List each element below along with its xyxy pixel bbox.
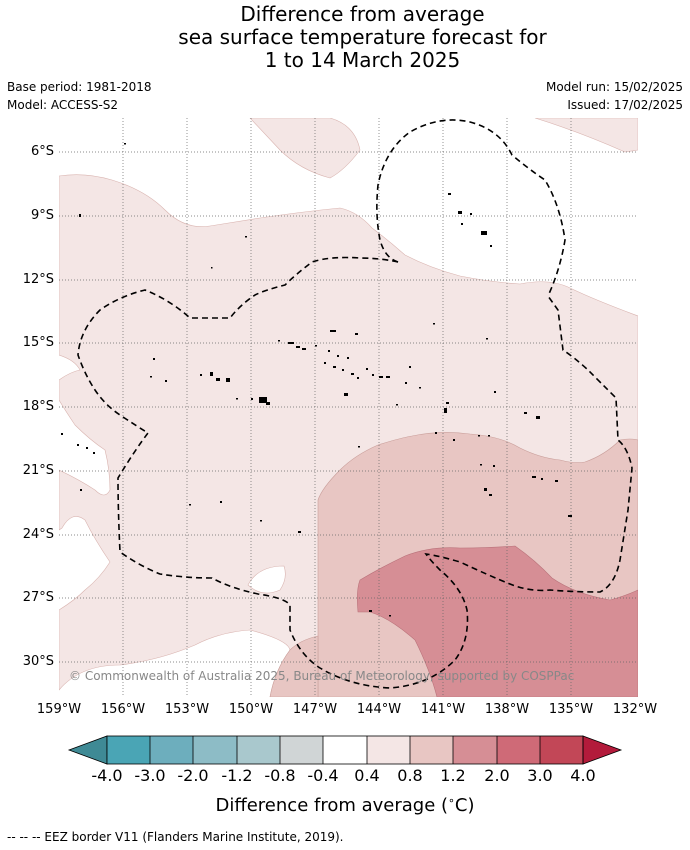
- colorbar-bin: [193, 736, 237, 764]
- issued-date: Issued: 17/02/2025: [567, 98, 683, 112]
- lon-label: 135°W: [548, 702, 594, 717]
- colorbar-tick: -2.0: [177, 766, 209, 785]
- colorbar-bin: [367, 736, 410, 764]
- eez-border-marquesas: [376, 119, 566, 297]
- colorbar-bin: [323, 736, 367, 764]
- colorbar-bin: [237, 736, 280, 764]
- colorbar-tick: 0.4: [354, 766, 380, 785]
- colorbar-title: Difference from average (∘C): [0, 794, 690, 816]
- colorbar-unit-text: C): [454, 795, 475, 816]
- colorbar: [67, 735, 623, 765]
- lat-label: 30°S: [22, 654, 54, 669]
- colorbar-tick: 3.0: [527, 766, 553, 785]
- colorbar-bin: [280, 736, 323, 764]
- anomaly-region-neutral-patch: [247, 565, 286, 594]
- model-name: Model: ACCESS-S2: [7, 98, 119, 112]
- lat-label: 21°S: [22, 463, 54, 478]
- colorbar-unit: ∘C): [448, 794, 475, 816]
- colorbar-tick: 4.0: [570, 766, 596, 785]
- colorbar-tick: 1.2: [440, 766, 466, 785]
- colorbar-tick: -3.0: [134, 766, 166, 785]
- lat-label: 27°S: [22, 590, 54, 605]
- lat-label: 6°S: [30, 144, 54, 159]
- title-line-2: sea surface temperature forecast for: [178, 25, 547, 49]
- lon-label: 156°W: [100, 702, 146, 717]
- map-title: Difference from average sea surface temp…: [0, 3, 690, 72]
- lon-label: 141°W: [420, 702, 466, 717]
- lon-label: 144°W: [356, 702, 402, 717]
- colorbar-bin: [453, 736, 497, 764]
- lon-label: 150°W: [228, 702, 274, 717]
- lon-label: 138°W: [484, 702, 530, 717]
- anomaly-region-light-ne: [534, 118, 638, 153]
- copyright-notice: © Commonwealth of Australia 2025, Bureau…: [69, 669, 575, 683]
- colorbar-bin: [497, 736, 540, 764]
- lon-label: 153°W: [164, 702, 210, 717]
- colorbar-bin: [150, 736, 193, 764]
- colorbar-bin: [410, 736, 453, 764]
- model-run: Model run: 15/02/2025: [545, 80, 683, 94]
- colorbar-tick: 0.8: [397, 766, 423, 785]
- colorbar-bin: [107, 736, 150, 764]
- lon-label: 159°W: [36, 702, 82, 717]
- meta-right: Model run: 15/02/2025 Issued: 17/02/2025: [546, 78, 683, 114]
- title-line-1: Difference from average: [240, 2, 485, 26]
- islands: [61, 143, 572, 617]
- lon-label: 147°W: [292, 702, 338, 717]
- colorbar-tick: -0.8: [264, 766, 296, 785]
- eez-legend-footnote: -- -- -- EEZ border V11 (Flanders Marine…: [7, 830, 344, 844]
- title-line-3: 1 to 14 March 2025: [264, 48, 461, 72]
- colorbar-over-triangle: [582, 735, 623, 765]
- base-period: Base period: 1981-2018: [7, 80, 152, 94]
- anomaly-region-strong: [357, 545, 638, 697]
- colorbar-tick: -4.0: [91, 766, 123, 785]
- lat-label: 24°S: [22, 527, 54, 542]
- lat-label: 9°S: [30, 208, 54, 223]
- colorbar-bin: [540, 736, 583, 764]
- colorbar-tick: 2.0: [484, 766, 510, 785]
- lat-label: 12°S: [22, 272, 54, 287]
- lat-label: 15°S: [22, 335, 54, 350]
- colorbar-tick: -1.2: [221, 766, 253, 785]
- graticule: [59, 118, 638, 697]
- lon-label: 132°W: [612, 702, 658, 717]
- anomaly-region-medium-sw: [269, 635, 319, 697]
- meta-left: Base period: 1981-2018 Model: ACCESS-S2: [7, 78, 152, 114]
- colorbar-title-text: Difference from average (: [215, 795, 449, 816]
- colorbar-tick: -0.4: [307, 766, 339, 785]
- anomaly-region-light: [249, 118, 361, 179]
- lat-label: 18°S: [22, 399, 54, 414]
- colorbar-under-triangle: [67, 735, 108, 765]
